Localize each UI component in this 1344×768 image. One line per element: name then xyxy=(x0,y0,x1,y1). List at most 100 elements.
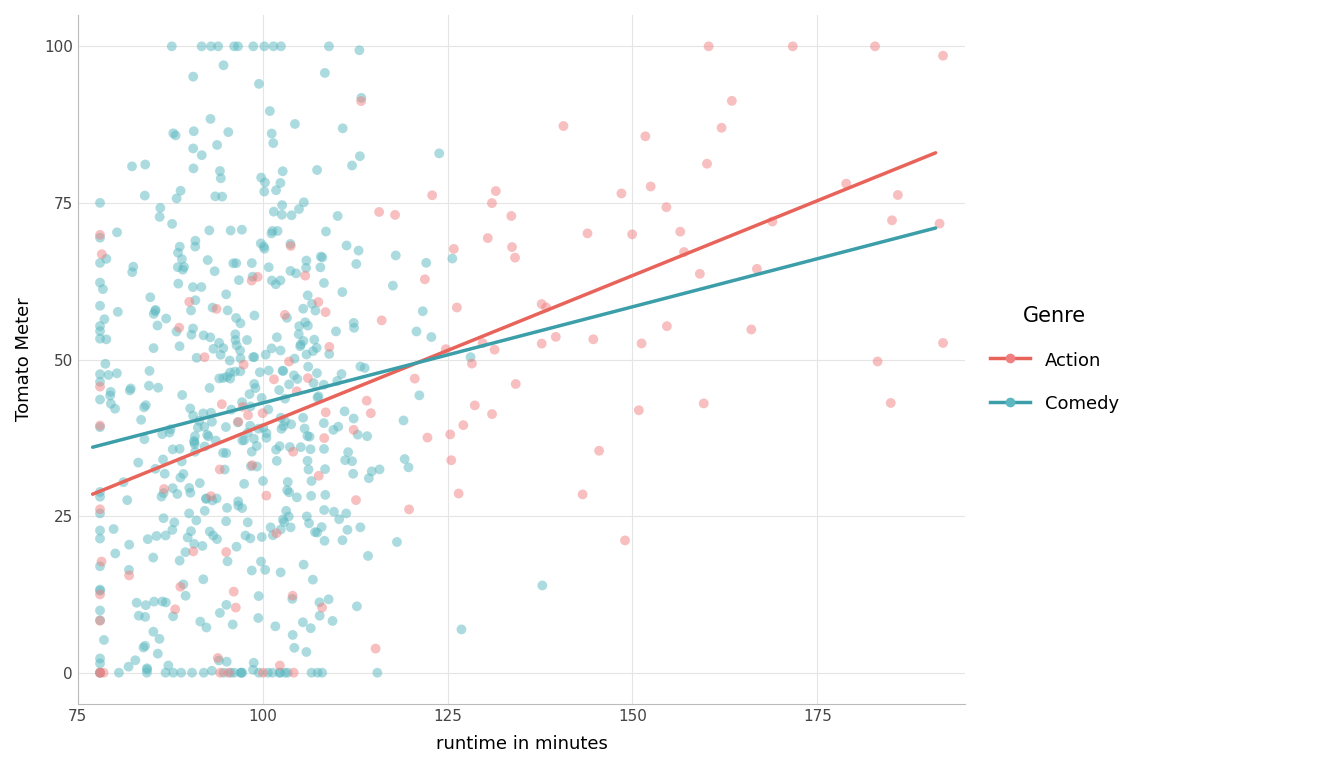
Point xyxy=(313,379,335,391)
Point xyxy=(762,215,784,227)
Point xyxy=(126,597,148,609)
Point xyxy=(194,440,215,452)
Point xyxy=(185,352,207,364)
Point xyxy=(163,667,184,679)
Point xyxy=(191,149,212,161)
Point xyxy=(669,226,691,238)
Point xyxy=(306,392,328,404)
Point xyxy=(210,667,231,679)
Point xyxy=(156,313,177,325)
Point xyxy=(345,258,367,270)
Point xyxy=(89,584,110,597)
Point xyxy=(297,455,319,467)
Point xyxy=(203,529,224,541)
Point xyxy=(192,540,214,552)
Point xyxy=(89,325,110,337)
Point xyxy=(269,660,290,672)
Point xyxy=(249,667,270,679)
Point xyxy=(200,40,222,52)
Point xyxy=(241,445,262,458)
Point xyxy=(300,622,321,634)
Point xyxy=(296,349,317,361)
Point xyxy=(887,189,909,201)
Point xyxy=(444,243,465,255)
Point xyxy=(343,316,364,329)
Point xyxy=(349,150,371,162)
Point xyxy=(89,393,110,406)
Point xyxy=(589,445,610,457)
Point xyxy=(113,476,134,488)
Point xyxy=(172,468,194,480)
Point xyxy=(261,227,282,240)
Point xyxy=(212,342,234,354)
Point xyxy=(258,403,280,415)
Point xyxy=(335,454,356,466)
Point xyxy=(89,667,110,679)
Point xyxy=(309,596,331,608)
Point xyxy=(216,371,238,383)
Point xyxy=(243,657,265,669)
Point xyxy=(698,40,719,52)
Point xyxy=(308,469,329,482)
Point xyxy=(142,626,164,638)
Point xyxy=(398,503,419,515)
Point xyxy=(234,478,255,490)
Point xyxy=(103,523,125,535)
Point xyxy=(265,620,286,632)
Point xyxy=(251,531,273,543)
Point xyxy=(312,667,333,679)
Point xyxy=(294,270,316,282)
Point xyxy=(105,402,126,415)
Point xyxy=(243,351,265,363)
Point xyxy=(348,44,370,56)
Point xyxy=(267,225,289,237)
Point xyxy=(262,40,284,52)
Point xyxy=(356,395,378,407)
Point xyxy=(169,184,191,197)
Point xyxy=(429,147,450,160)
Point xyxy=(237,426,258,439)
Point xyxy=(271,365,293,377)
Point xyxy=(273,513,294,525)
Point xyxy=(179,296,200,308)
Point xyxy=(253,475,274,487)
Point xyxy=(220,667,242,679)
Point xyxy=(345,494,367,506)
Point xyxy=(261,343,282,355)
Point xyxy=(230,667,251,679)
Point xyxy=(293,335,314,347)
Point xyxy=(500,210,521,222)
Point xyxy=(298,463,320,475)
Point xyxy=(128,456,149,468)
Point xyxy=(782,40,804,52)
Point xyxy=(241,274,262,286)
Point xyxy=(386,536,407,548)
Point xyxy=(277,312,298,324)
Point xyxy=(319,593,340,605)
Point xyxy=(220,224,242,237)
Point xyxy=(258,364,280,376)
Point xyxy=(384,250,406,262)
Point xyxy=(149,633,171,645)
Point xyxy=(216,502,238,514)
Point xyxy=(306,367,328,379)
Point xyxy=(121,266,142,278)
Point xyxy=(125,654,146,667)
Point xyxy=(153,483,175,495)
Point xyxy=(253,240,274,253)
Point xyxy=(269,384,290,396)
Point xyxy=(382,280,403,292)
Point xyxy=(243,310,265,322)
Point xyxy=(696,157,718,170)
Point xyxy=(216,304,238,316)
Point xyxy=(254,564,276,576)
Point xyxy=(333,406,355,418)
Point xyxy=(532,579,554,591)
Point xyxy=(301,667,323,679)
Point xyxy=(231,502,253,515)
Point xyxy=(367,667,388,679)
Point xyxy=(183,435,204,447)
Point xyxy=(180,487,202,499)
Point xyxy=(196,621,218,634)
Point xyxy=(93,634,114,646)
